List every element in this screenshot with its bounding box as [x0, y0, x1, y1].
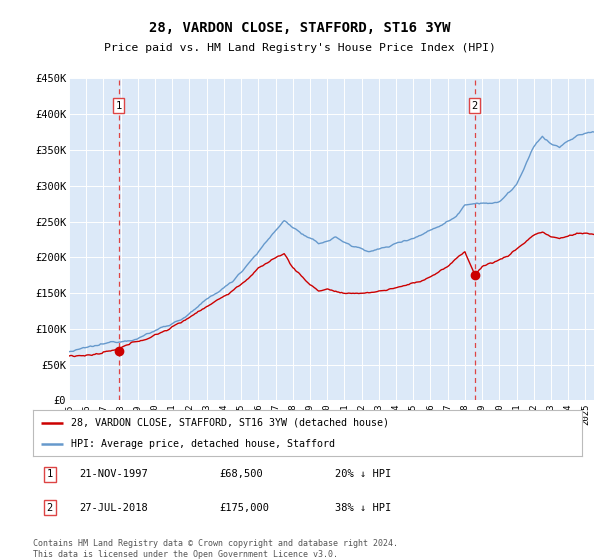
Text: 28, VARDON CLOSE, STAFFORD, ST16 3YW (detached house): 28, VARDON CLOSE, STAFFORD, ST16 3YW (de… — [71, 418, 389, 428]
Text: 27-JUL-2018: 27-JUL-2018 — [80, 502, 148, 512]
Text: £175,000: £175,000 — [220, 502, 269, 512]
Text: 2: 2 — [47, 502, 53, 512]
Text: 1: 1 — [116, 101, 122, 111]
Text: 21-NOV-1997: 21-NOV-1997 — [80, 469, 148, 479]
Text: 38% ↓ HPI: 38% ↓ HPI — [335, 502, 391, 512]
Text: HPI: Average price, detached house, Stafford: HPI: Average price, detached house, Staf… — [71, 439, 335, 449]
Text: £68,500: £68,500 — [220, 469, 263, 479]
Text: 1: 1 — [47, 469, 53, 479]
Text: 28, VARDON CLOSE, STAFFORD, ST16 3YW: 28, VARDON CLOSE, STAFFORD, ST16 3YW — [149, 21, 451, 35]
Text: Price paid vs. HM Land Registry's House Price Index (HPI): Price paid vs. HM Land Registry's House … — [104, 43, 496, 53]
Text: 20% ↓ HPI: 20% ↓ HPI — [335, 469, 391, 479]
Text: Contains HM Land Registry data © Crown copyright and database right 2024.
This d: Contains HM Land Registry data © Crown c… — [33, 539, 398, 559]
Text: 2: 2 — [472, 101, 478, 111]
